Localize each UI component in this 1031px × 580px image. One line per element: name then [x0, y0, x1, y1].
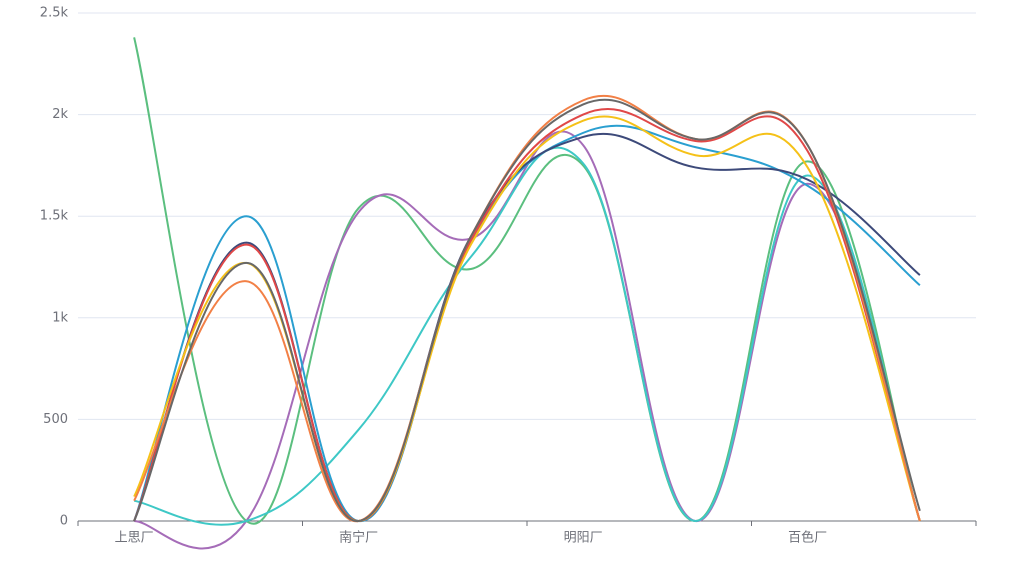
y-tick-label: 1.5k [40, 209, 69, 224]
y-tick-label: 2k [52, 107, 68, 122]
x-tick-label: 上思厂 [115, 531, 154, 546]
series-line [133, 132, 921, 523]
x-tick-label: 南宁厂 [339, 530, 378, 546]
series-line [133, 37, 921, 525]
series-line [133, 146, 921, 526]
series-line [133, 108, 921, 523]
x-tick-label: 百色厂 [788, 530, 827, 546]
series-line [133, 98, 921, 523]
y-tick-label: 2.5k [40, 6, 69, 21]
y-tick-label: 0 [60, 514, 68, 529]
x-tick-label: 明阳厂 [564, 531, 603, 546]
y-tick-label: 1k [52, 310, 68, 325]
y-tick-label: 500 [43, 412, 68, 427]
